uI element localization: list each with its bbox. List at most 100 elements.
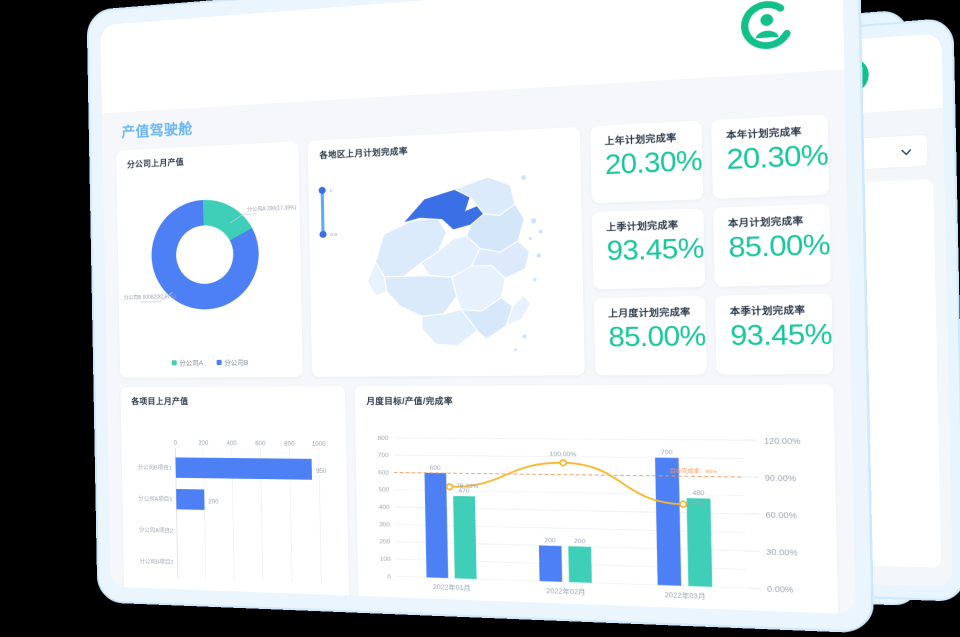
bar-rect[interactable] xyxy=(176,488,205,510)
legend-item-a[interactable]: 分公司A xyxy=(171,357,203,367)
bar-axis-label: 月产值（万元） xyxy=(213,596,256,606)
kpi-value: 20.30% xyxy=(604,145,703,181)
kpi-grid: 上年计划完成率 20.30% 本年计划完成率 20.30% 上季计划完成率 93… xyxy=(590,114,834,376)
combo-legend-plan[interactable]: 计划产值（万元） xyxy=(479,604,548,615)
combo-legend-rate[interactable]: 完成率（月） xyxy=(639,610,701,615)
combo-left-tick: 100 xyxy=(380,556,391,563)
user-avatar-icon xyxy=(741,0,794,51)
combo-line-value: 100.00% xyxy=(550,452,577,459)
combo-bar[interactable] xyxy=(686,498,713,587)
project-bar-chart[interactable]: 0 200 400 600 800 1000 分公司B项目1分公司A项目1分公司A项目2分… xyxy=(121,407,350,614)
bar-category-label: 分公司A项目2 xyxy=(139,526,173,535)
combo-bar-value: 700 xyxy=(661,450,673,457)
dashboard-top-row: 分公司上月产值 分公司A 290(17.39%) 分公司B 60082(82.6… xyxy=(116,114,834,378)
kpi-label: 上月度计划完成率 xyxy=(607,306,691,319)
legend-label-a: 分公司A xyxy=(179,360,204,368)
map-chart-card: 各地区上月计划完成率 1 0.8 xyxy=(307,126,585,377)
dashboard-bottom-row: 各项目上月产值 0 200 400 600 800 1000 分公司B项目1 分公司A项目1… xyxy=(120,384,839,615)
combo-line-series[interactable] xyxy=(449,461,683,504)
legend-swatch-teal xyxy=(562,609,569,615)
donut-label-b: 分公司B 60082(82.61%) xyxy=(124,293,177,301)
combo-line-point[interactable] xyxy=(560,460,566,466)
combo-left-axis-labels: 0 100 200 300 400 500 600 700 800 xyxy=(378,435,391,580)
bar-x-tick: 400 xyxy=(227,441,238,447)
combo-right-tick: 0.00% xyxy=(767,584,794,595)
kpi-card-last-year[interactable]: 上年计划完成率 20.30% xyxy=(590,120,704,204)
combo-legend-label-1: 月产值（万元） xyxy=(571,607,624,614)
bar-series[interactable] xyxy=(175,457,313,512)
kpi-value: 93.45% xyxy=(606,232,705,267)
kpi-value: 85.00% xyxy=(728,229,831,264)
combo-target-label: 目标完成率：90% xyxy=(670,467,719,476)
combo-bar-value: 470 xyxy=(458,488,469,495)
kpi-label: 本月计划完成率 xyxy=(727,214,804,229)
donut-chart-card: 分公司上月产值 分公司A 290(17.39%) 分公司B 60082(82.6… xyxy=(116,141,303,378)
bar-value-label: 200 xyxy=(208,499,219,505)
combo-bar-value: 600 xyxy=(430,465,441,472)
combo-bar[interactable] xyxy=(538,545,563,582)
combo-legend-label-2: 完成率（月） xyxy=(654,610,701,615)
bar-rect[interactable] xyxy=(175,457,313,480)
combo-line-point[interactable] xyxy=(680,501,686,507)
combo-bar[interactable] xyxy=(424,472,449,579)
map-region-west[interactable] xyxy=(375,217,448,277)
combo-right-axis-labels: 0.00% 30.00% 60.00% 90.00% 120.00% xyxy=(743,435,801,595)
donut-label-a: 分公司A 290(17.39%) xyxy=(247,204,297,213)
map-region-southwest[interactable] xyxy=(384,275,457,317)
legend-label-b: 分公司B xyxy=(224,359,249,368)
kpi-card-last-quarter[interactable]: 上季计划完成率 93.45% xyxy=(591,208,705,290)
project-bar-chart-card: 各项目上月产值 0 200 400 600 800 1000 分公司B项目1 分公司A项目1… xyxy=(120,386,350,615)
bar-category-label: 分公司B项目2 xyxy=(139,557,173,566)
visualmap-max: 1 xyxy=(329,188,332,193)
combo-left-tick: 300 xyxy=(379,522,390,529)
combo-line-point[interactable] xyxy=(447,484,453,490)
bar-category-labels: 分公司B项目1 分公司A项目1 分公司A项目2 分公司B项目2 xyxy=(138,463,174,566)
bar-x-tick: 0 xyxy=(174,441,178,447)
combo-x-label: 2022年01月 xyxy=(433,582,471,593)
avatar[interactable] xyxy=(741,0,794,56)
combo-chart[interactable]: 0 100 200 300 400 500 600 700 800 0.00% 30.00% 60.… xyxy=(355,407,839,614)
combo-line-value: 67% xyxy=(690,501,704,508)
combo-left-tick: 400 xyxy=(379,505,390,512)
combo-gridline xyxy=(393,438,743,440)
donut-chart[interactable]: 分公司A 290(17.39%) 分公司B 60082(82.61%) xyxy=(116,162,302,372)
combo-legend-actual[interactable]: 月产值（万元） xyxy=(562,607,624,615)
kpi-card-last-month[interactable]: 上月度计划完成率 85.00% xyxy=(593,295,707,376)
combo-legend-label-0: 计划产值（万元） xyxy=(488,607,548,615)
chevron-down-icon xyxy=(899,145,913,159)
kpi-card-this-year[interactable]: 本年计划完成率 20.30% xyxy=(711,114,830,199)
kpi-label: 本季计划完成率 xyxy=(729,304,806,317)
kpi-label: 上季计划完成率 xyxy=(606,219,679,233)
combo-left-tick: 700 xyxy=(378,453,389,460)
bar-category-label: 分公司B项目1 xyxy=(138,463,172,472)
legend-item-b[interactable]: 分公司B xyxy=(216,357,248,368)
visualmap-min: 0.8 xyxy=(330,232,337,238)
combo-right-tick: 90.00% xyxy=(765,473,797,484)
map-region-north[interactable] xyxy=(454,176,515,217)
map-visualmap-legend[interactable]: 1 0.8 xyxy=(319,186,338,238)
kpi-card-this-quarter[interactable]: 本季计划完成率 93.45% xyxy=(714,293,834,375)
combo-left-tick: 600 xyxy=(378,470,389,477)
combo-bar-value: 200 xyxy=(574,539,586,546)
bar-category-label: 分公司A项目1 xyxy=(138,494,172,503)
bar-value-label: 950 xyxy=(316,469,327,476)
combo-bar[interactable] xyxy=(655,457,682,586)
kpi-card-this-month[interactable]: 本月计划完成率 85.00% xyxy=(713,203,832,287)
kpi-value: 20.30% xyxy=(726,139,829,176)
combo-left-tick: 500 xyxy=(379,487,390,494)
combo-bar-value: 200 xyxy=(544,538,555,545)
combo-bar[interactable] xyxy=(568,546,592,583)
combo-x-axis-labels: 2022年01月 2022年02月 2022年03月 xyxy=(433,582,706,602)
bar-x-tick: 600 xyxy=(255,441,266,447)
combo-right-tick: 30.00% xyxy=(766,547,798,558)
combo-left-tick: 200 xyxy=(380,539,391,546)
kpi-value: 93.45% xyxy=(729,318,833,352)
project-bar-chart-title: 各项目上月产值 xyxy=(131,396,189,407)
region-map[interactable]: 1 0.8 xyxy=(308,149,585,377)
donut-legend: 分公司A 分公司B xyxy=(120,356,303,368)
combo-bar[interactable] xyxy=(453,495,477,580)
map-regions xyxy=(365,175,531,347)
kpi-label: 上年计划完成率 xyxy=(604,131,677,147)
combo-chart-title: 月度目标/产值/完成率 xyxy=(366,396,453,407)
